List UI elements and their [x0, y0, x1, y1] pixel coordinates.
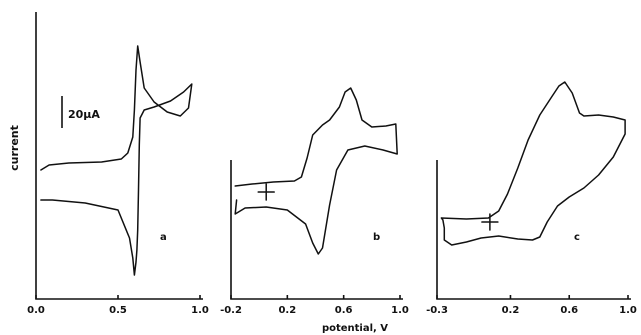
axes-a [35, 12, 203, 300]
x-tick-label: 0.2 [502, 305, 520, 316]
x-tick-label: 0.6 [335, 305, 353, 316]
panel-label-b: b [373, 232, 380, 243]
start-marker-b [257, 183, 275, 201]
axes-b [230, 160, 403, 300]
x-tick-label: 1.0 [391, 305, 409, 316]
x-tick-label: 0.6 [560, 305, 578, 316]
panel-a: 0.0 0.5 1.0 a [27, 12, 209, 316]
scale-bar: 20μA [61, 96, 100, 128]
x-tick-label: 1.0 [619, 305, 637, 316]
x-tick-label: 0.5 [109, 305, 127, 316]
x-axis-label: potential, V [322, 323, 388, 334]
panel-label-c: c [574, 232, 580, 243]
panels: 0.0 0.5 1.0 a -0.2 0.2 0.6 1.0 b -0.3 0.2 0.6 1.0 c [27, 12, 637, 316]
panel-b: -0.2 0.2 0.6 1.0 b [220, 87, 409, 316]
voltammogram-curve-c [440, 81, 626, 246]
start-marker-c [481, 213, 499, 231]
panel-label-a: a [160, 232, 167, 243]
x-tick-label: 0.0 [27, 305, 45, 316]
x-tick-label: 0.2 [278, 305, 296, 316]
x-tick-label: 1.0 [191, 305, 209, 316]
scale-bar-label: 20μA [68, 108, 100, 121]
panel-c: -0.3 0.2 0.6 1.0 c [426, 81, 637, 316]
y-axis-label: current [8, 125, 21, 171]
voltammogram-curve-b [234, 87, 398, 255]
x-tick-label: -0.2 [220, 305, 242, 316]
voltammogram-curve-a [40, 45, 193, 276]
x-tick-label: -0.3 [426, 305, 448, 316]
axes-c [436, 160, 631, 300]
